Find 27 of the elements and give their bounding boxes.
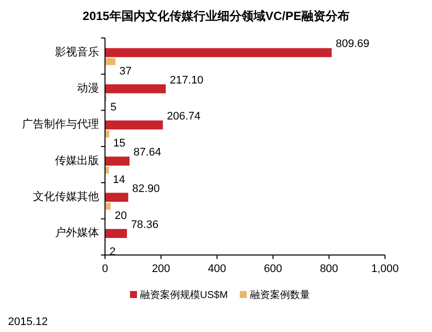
data-label: 5 bbox=[110, 101, 117, 114]
x-tick-label: 0 bbox=[102, 263, 108, 275]
x-tick-label: 1,000 bbox=[371, 263, 399, 275]
data-label: 37 bbox=[119, 65, 132, 78]
data-label: 217.10 bbox=[170, 74, 204, 86]
data-label: 809.69 bbox=[336, 38, 370, 50]
y-tick-label: 传媒出版 bbox=[55, 154, 99, 167]
x-tick-label: 400 bbox=[208, 263, 226, 275]
y-tick-label: 动漫 bbox=[77, 82, 99, 95]
data-label: 206.74 bbox=[166, 110, 201, 122]
data-label: 82.90 bbox=[132, 182, 160, 195]
data-label: 87.64 bbox=[134, 146, 162, 159]
y-tick-label: 户外媒体 bbox=[55, 226, 99, 240]
y-tick-label: 文化传媒其他 bbox=[33, 190, 99, 204]
text: 2015.12 bbox=[8, 316, 48, 328]
legend-label: 融资案例数量 bbox=[250, 289, 310, 301]
data-label: 14 bbox=[112, 174, 126, 186]
x-tick-label: 600 bbox=[264, 263, 282, 275]
x-tick-label: 800 bbox=[320, 263, 338, 275]
chart-title: 2015年国内文化传媒行业细分领域VC/PE融资分布 bbox=[82, 9, 350, 23]
x-tick-label: 200 bbox=[152, 263, 170, 275]
y-tick-label: 广告制作与代理 bbox=[22, 118, 99, 131]
data-label: 15 bbox=[113, 138, 126, 150]
y-tick-label: 影视音乐 bbox=[55, 45, 99, 58]
data-label: 78.36 bbox=[130, 218, 158, 231]
data-label: 20 bbox=[114, 210, 127, 222]
legend-label: 融资案例规模US$M bbox=[140, 289, 228, 301]
